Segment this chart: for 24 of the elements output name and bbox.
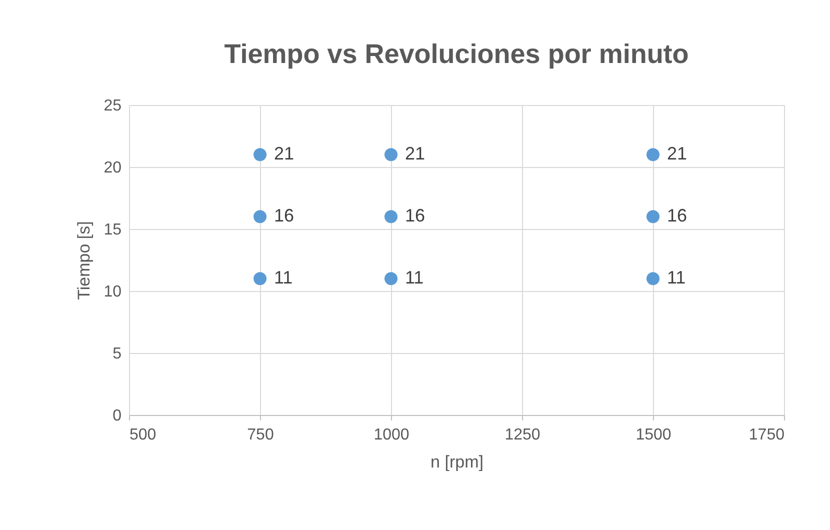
y-tick-label: 15 bbox=[104, 222, 122, 238]
data-label: 11 bbox=[667, 268, 686, 288]
data-label: 21 bbox=[405, 144, 426, 164]
y-axis-title: Tiempo [s] bbox=[74, 221, 94, 300]
y-tick-label: 25 bbox=[104, 98, 122, 114]
chart-title: Tiempo vs Revoluciones por minuto bbox=[224, 39, 689, 69]
data-label: 11 bbox=[274, 268, 293, 288]
x-tick-label: 1000 bbox=[374, 426, 410, 444]
y-tick-label: 10 bbox=[104, 284, 122, 300]
x-tick-label: 1500 bbox=[636, 426, 672, 444]
data-label: 21 bbox=[274, 144, 294, 164]
data-label: 16 bbox=[405, 206, 426, 226]
data-label: 16 bbox=[667, 206, 688, 226]
y-tick-label: 0 bbox=[112, 408, 122, 424]
data-label: 11 bbox=[405, 268, 424, 288]
x-axis-title: n [rpm] bbox=[430, 452, 484, 472]
x-tick-label: 1750 bbox=[748, 426, 785, 444]
y-tick-label: 20 bbox=[104, 160, 122, 176]
x-tick-label: 500 bbox=[130, 426, 156, 444]
x-tick-label: 750 bbox=[247, 426, 274, 444]
y-tick-label: 5 bbox=[112, 346, 122, 362]
x-tick-label: 1250 bbox=[504, 426, 540, 444]
data-label: 16 bbox=[274, 206, 294, 226]
data-label: 21 bbox=[667, 144, 688, 164]
